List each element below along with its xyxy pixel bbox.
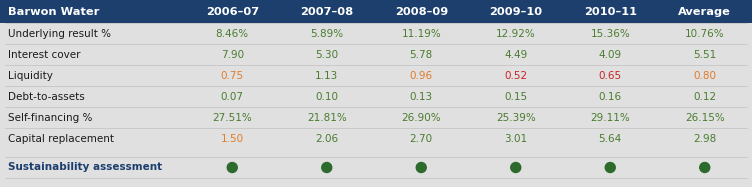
Text: 10.76%: 10.76%	[685, 28, 725, 39]
Text: 26.15%: 26.15%	[685, 113, 725, 122]
Text: 5.78: 5.78	[410, 50, 433, 59]
Text: Average: Average	[678, 7, 731, 16]
Text: 11.19%: 11.19%	[402, 28, 441, 39]
Text: 0.96: 0.96	[410, 70, 433, 80]
Text: 15.36%: 15.36%	[590, 28, 630, 39]
Text: 0.80: 0.80	[693, 70, 716, 80]
Text: Self-financing %: Self-financing %	[8, 113, 92, 122]
Text: 25.39%: 25.39%	[496, 113, 535, 122]
Text: 2009–10: 2009–10	[490, 7, 542, 16]
Text: Capital replacement: Capital replacement	[8, 134, 114, 143]
Text: 29.11%: 29.11%	[590, 113, 630, 122]
Text: Barwon Water: Barwon Water	[8, 7, 99, 16]
Text: Debt-to-assets: Debt-to-assets	[8, 91, 85, 102]
Text: 0.15: 0.15	[504, 91, 527, 102]
Text: 7.90: 7.90	[220, 50, 244, 59]
Circle shape	[605, 163, 615, 172]
Text: Interest cover: Interest cover	[8, 50, 80, 59]
Text: 21.81%: 21.81%	[307, 113, 347, 122]
Text: 0.12: 0.12	[693, 91, 717, 102]
Circle shape	[227, 163, 237, 172]
Text: 0.10: 0.10	[315, 91, 338, 102]
Text: 3.01: 3.01	[504, 134, 527, 143]
Text: 0.13: 0.13	[410, 91, 433, 102]
Text: 5.89%: 5.89%	[310, 28, 344, 39]
Text: 2006–07: 2006–07	[206, 7, 259, 16]
Text: 2.70: 2.70	[410, 134, 433, 143]
Circle shape	[511, 163, 520, 172]
Text: Liquidity: Liquidity	[8, 70, 53, 80]
Text: 5.64: 5.64	[599, 134, 622, 143]
Text: Sustainability assessment: Sustainability assessment	[8, 163, 162, 172]
Text: 0.16: 0.16	[599, 91, 622, 102]
Text: 1.13: 1.13	[315, 70, 338, 80]
Bar	[0, 0, 752, 23]
Circle shape	[700, 163, 710, 172]
Text: 5.51: 5.51	[693, 50, 717, 59]
Text: 27.51%: 27.51%	[212, 113, 252, 122]
Text: 8.46%: 8.46%	[216, 28, 249, 39]
Text: 2.06: 2.06	[315, 134, 338, 143]
Text: 12.92%: 12.92%	[496, 28, 535, 39]
Text: 1.50: 1.50	[220, 134, 244, 143]
Circle shape	[417, 163, 426, 172]
Text: 4.49: 4.49	[504, 50, 527, 59]
Text: 2008–09: 2008–09	[395, 7, 448, 16]
Text: 0.75: 0.75	[220, 70, 244, 80]
Text: 0.07: 0.07	[221, 91, 244, 102]
Text: 4.09: 4.09	[599, 50, 622, 59]
Circle shape	[322, 163, 332, 172]
Text: 5.30: 5.30	[315, 50, 338, 59]
Text: 0.65: 0.65	[599, 70, 622, 80]
Text: 2.98: 2.98	[693, 134, 717, 143]
Text: 0.52: 0.52	[504, 70, 527, 80]
Text: 2007–08: 2007–08	[300, 7, 353, 16]
Text: 2010–11: 2010–11	[584, 7, 637, 16]
Text: Underlying result %: Underlying result %	[8, 28, 111, 39]
Text: 26.90%: 26.90%	[402, 113, 441, 122]
